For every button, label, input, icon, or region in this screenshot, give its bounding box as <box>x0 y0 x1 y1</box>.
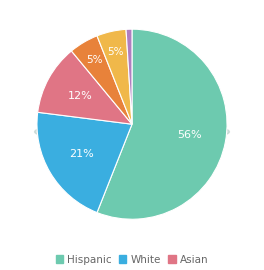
Wedge shape <box>37 112 132 212</box>
Text: 56%: 56% <box>178 130 202 140</box>
Wedge shape <box>97 29 132 124</box>
Wedge shape <box>38 51 132 124</box>
Text: 5%: 5% <box>86 55 102 65</box>
Wedge shape <box>126 29 132 124</box>
Text: 5%: 5% <box>107 47 124 57</box>
Text: 12%: 12% <box>68 91 93 101</box>
Text: 21%: 21% <box>69 149 94 159</box>
Ellipse shape <box>35 121 229 142</box>
Wedge shape <box>72 36 132 124</box>
Legend: Hispanic, White, Asian: Hispanic, White, Asian <box>51 250 213 269</box>
Wedge shape <box>97 29 227 219</box>
